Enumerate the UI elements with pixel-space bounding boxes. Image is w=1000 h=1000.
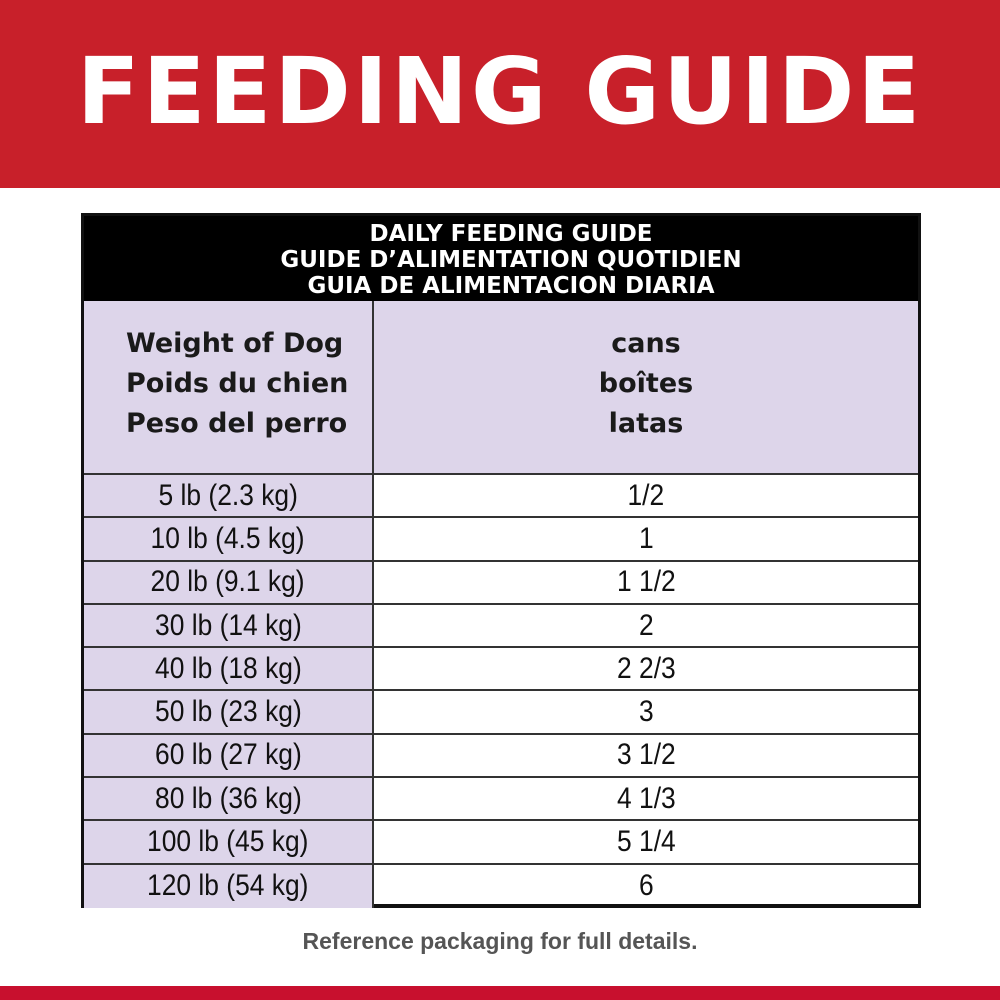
table-body: 5 lb (2.3 kg) 1/2 10 lb (4.5 kg) 1 20 lb (9.… [84, 475, 918, 908]
table-title: DAILY FEEDING GUIDE GUIDE D’ALIMENTATION… [84, 216, 918, 301]
table-row: 50 lb (23 kg) 3 [84, 691, 918, 735]
weight-cell: 40 lb (18 kg) [84, 648, 374, 690]
cans-value: 1 1/2 [616, 565, 676, 599]
cans-value: 2 [638, 608, 654, 642]
header-es: latas [608, 408, 684, 439]
table-row: 10 lb (4.5 kg) 1 [84, 518, 918, 562]
cans-cell: 3 1/2 [374, 735, 918, 776]
weight-value: 30 lb (14 kg) [154, 608, 302, 642]
weight-value: 20 lb (9.1 kg) [150, 565, 306, 599]
table-row: 100 lb (45 kg) 5 1/4 [84, 821, 918, 865]
cans-value: 3 1/2 [616, 738, 676, 772]
header-fr: Poids du chien [126, 368, 349, 399]
table-title-en: DAILY FEEDING GUIDE [369, 221, 653, 247]
weight-value: 5 lb (2.3 kg) [158, 478, 298, 512]
feeding-table: DAILY FEEDING GUIDE GUIDE D’ALIMENTATION… [81, 213, 921, 908]
table-row: 5 lb (2.3 kg) 1/2 [84, 475, 918, 519]
cans-cell: 5 1/4 [374, 821, 918, 862]
weight-column-header: Weight of Dog Poids du chien Peso del pe… [84, 301, 374, 473]
header-es: Peso del perro [126, 408, 348, 439]
cans-cell: 1/2 [374, 475, 918, 516]
weight-value: 80 lb (36 kg) [154, 781, 302, 815]
table-row: 80 lb (36 kg) 4 1/3 [84, 778, 918, 822]
weight-cell: 20 lb (9.1 kg) [84, 561, 374, 603]
weight-value: 40 lb (18 kg) [154, 651, 302, 685]
header-fr: boîtes [598, 368, 694, 399]
weight-cell: 50 lb (23 kg) [84, 691, 374, 733]
banner: FEEDING GUIDE [0, 0, 1000, 188]
weight-value: 100 lb (45 kg) [147, 825, 309, 859]
footer-note: Reference packaging for full details. [302, 928, 698, 954]
page-title: FEEDING GUIDE [76, 37, 924, 145]
weight-cell: 60 lb (27 kg) [84, 734, 374, 777]
cans-column-header: cans boîtes latas [374, 301, 918, 473]
weight-value: 120 lb (54 kg) [147, 869, 309, 903]
cans-value: 5 1/4 [616, 825, 676, 859]
table-title-fr: GUIDE D’ALIMENTATION QUOTIDIEN [280, 247, 742, 273]
cans-cell: 3 [374, 691, 918, 732]
weight-cell: 100 lb (45 kg) [84, 821, 374, 863]
weight-value: 60 lb (27 kg) [154, 738, 302, 772]
table-row: 40 lb (18 kg) 2 2/3 [84, 648, 918, 692]
header-en: cans [611, 328, 681, 359]
cans-value: 4 1/3 [616, 781, 676, 815]
cans-value: 1/2 [627, 478, 665, 512]
table-row: 20 lb (9.1 kg) 1 1/2 [84, 561, 918, 605]
table-row: 30 lb (14 kg) 2 [84, 604, 918, 649]
cans-cell: 4 1/3 [374, 778, 918, 819]
table-row: 60 lb (27 kg) 3 1/2 [84, 734, 918, 779]
cans-cell: 2 [374, 605, 918, 646]
cans-value: 6 [638, 869, 654, 903]
cans-value: 2 2/3 [616, 651, 676, 685]
table-row: 120 lb (54 kg) 6 [84, 864, 918, 908]
cans-cell: 1 [374, 518, 918, 559]
weight-cell: 120 lb (54 kg) [84, 864, 374, 908]
cans-cell: 2 2/3 [374, 648, 918, 689]
bottom-bar [0, 986, 1000, 1000]
cans-value: 1 [638, 521, 654, 555]
column-headers: Weight of Dog Poids du chien Peso del pe… [84, 301, 918, 475]
weight-cell: 80 lb (36 kg) [84, 778, 374, 820]
weight-cell: 10 lb (4.5 kg) [84, 518, 374, 560]
table-title-es: GUIA DE ALIMENTACION DIARIA [307, 273, 715, 299]
cans-cell: 1 1/2 [374, 562, 918, 603]
weight-value: 10 lb (4.5 kg) [150, 521, 306, 555]
cans-cell: 6 [374, 865, 918, 908]
header-en: Weight of Dog [126, 328, 344, 359]
weight-cell: 5 lb (2.3 kg) [84, 475, 374, 517]
cans-value: 3 [638, 695, 654, 729]
weight-value: 50 lb (23 kg) [154, 695, 302, 729]
weight-cell: 30 lb (14 kg) [84, 604, 374, 647]
